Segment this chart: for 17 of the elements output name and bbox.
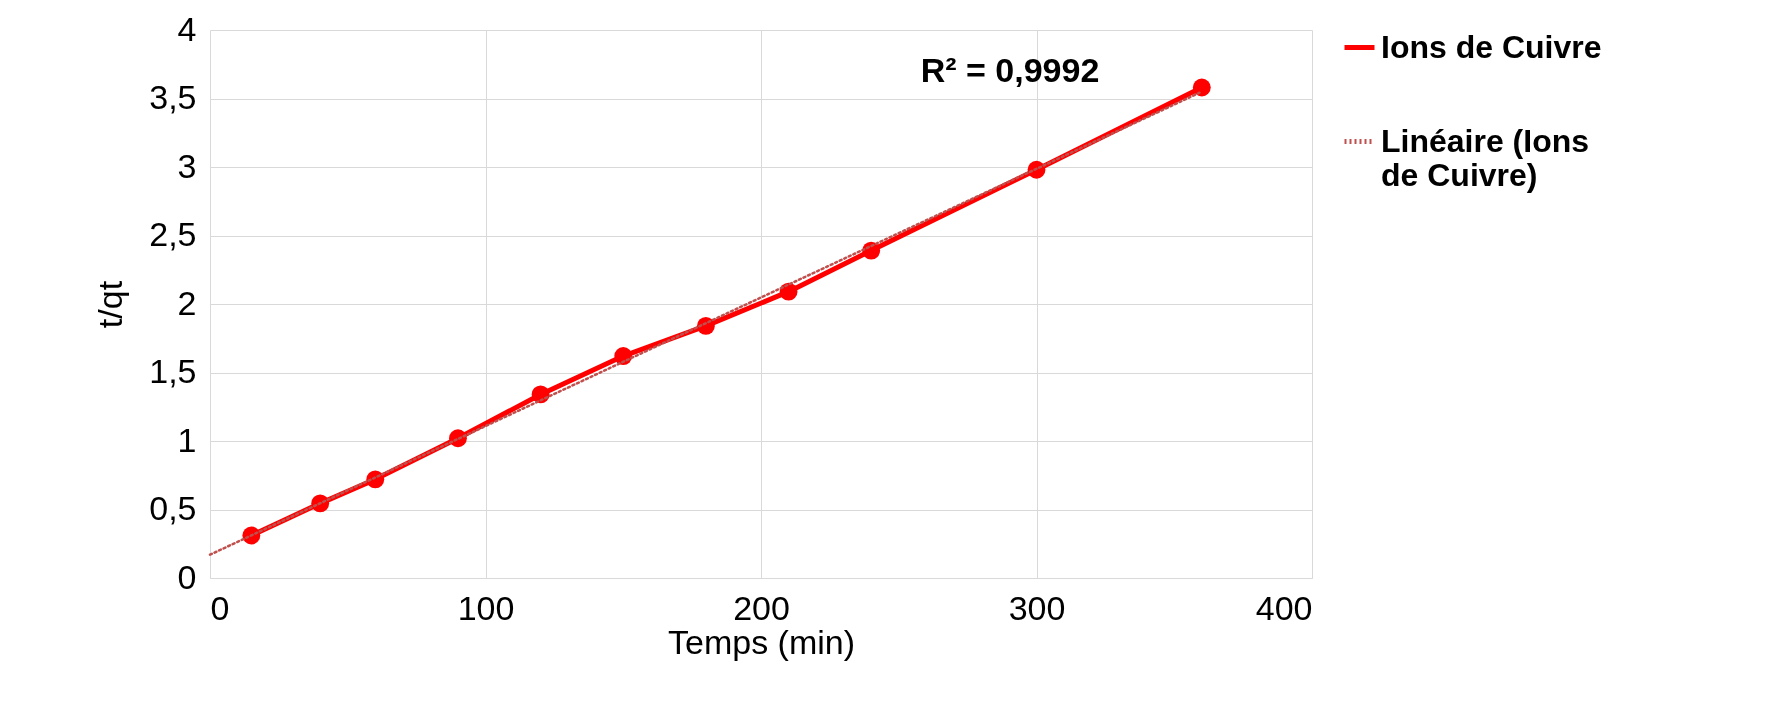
y-tick-label: 0,5 bbox=[149, 489, 197, 527]
x-tick-label: 300 bbox=[1008, 588, 1066, 627]
x-tick-label: 100 bbox=[457, 588, 515, 627]
x-tick-label: 0 bbox=[210, 588, 230, 627]
y-tick-label: 0 bbox=[177, 557, 197, 596]
legend-label: Linéaire (Ions de Cuivre) bbox=[1381, 122, 1590, 193]
legend-label: Ions de Cuivre bbox=[1381, 28, 1602, 65]
y-tick-label: 1,5 bbox=[149, 352, 197, 390]
y-tick-label: 2,5 bbox=[149, 215, 197, 253]
y-axis-title: t/qt bbox=[91, 280, 130, 329]
y-tick-label: 2 bbox=[177, 283, 197, 322]
annotation: R² = 0,9992 bbox=[920, 51, 1100, 89]
y-tick-label: 3,5 bbox=[149, 78, 197, 116]
y-tick-label: 4 bbox=[177, 9, 197, 48]
x-tick-label: 400 bbox=[1255, 588, 1313, 627]
y-tick-label: 3 bbox=[177, 146, 197, 185]
y-tick-label: 1 bbox=[177, 420, 197, 459]
